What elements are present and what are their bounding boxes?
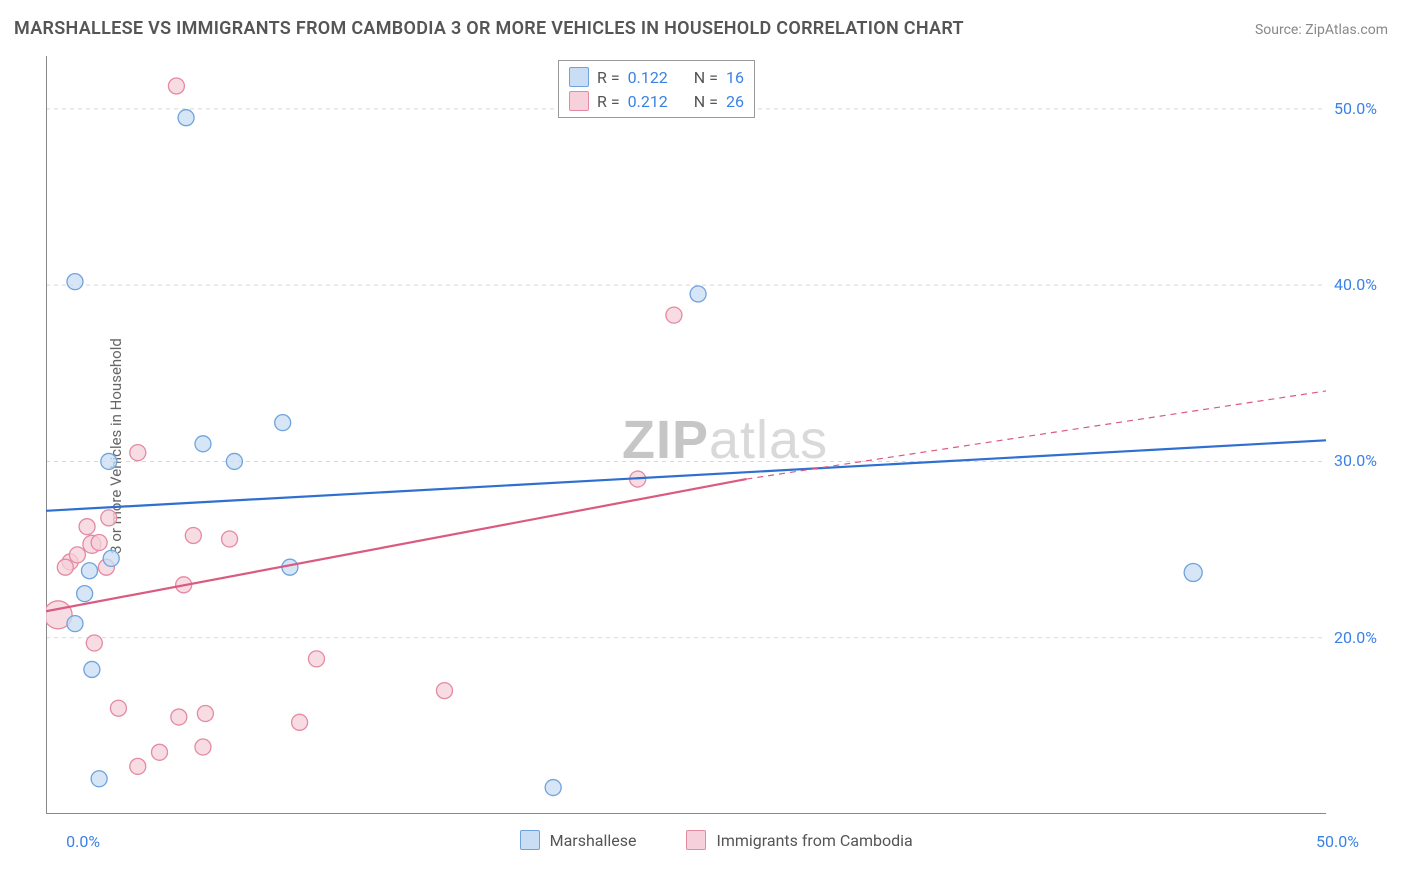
legend-row-a: R = 0.122 N = 16 xyxy=(569,65,744,89)
legend-label-a: Marshallese xyxy=(550,831,637,850)
x-tick-label: 50.0% xyxy=(1316,832,1386,851)
legend-label-b: Immigrants from Cambodia xyxy=(716,831,912,850)
n-label: N = xyxy=(694,92,718,111)
source-label: Source: ZipAtlas.com xyxy=(1255,22,1388,38)
r-label: R = xyxy=(597,92,620,111)
chart-title: MARSHALLESE VS IMMIGRANTS FROM CAMBODIA … xyxy=(14,18,964,39)
n-value-a: 16 xyxy=(726,68,744,87)
correlation-legend: R = 0.122 N = 16 R = 0.212 N = 26 xyxy=(558,60,755,118)
n-value-b: 26 xyxy=(726,92,744,111)
swatch-a xyxy=(520,830,540,850)
swatch-b xyxy=(686,830,706,850)
r-label: R = xyxy=(597,68,620,87)
scatter-chart xyxy=(46,56,1326,814)
y-tick-label: 30.0% xyxy=(1334,451,1377,470)
swatch-b xyxy=(569,91,589,111)
swatch-a xyxy=(569,67,589,87)
y-tick-label: 20.0% xyxy=(1334,628,1377,647)
y-tick-label: 50.0% xyxy=(1334,99,1377,118)
y-tick-label: 40.0% xyxy=(1334,275,1377,294)
legend-row-b: R = 0.212 N = 26 xyxy=(569,89,744,113)
r-value-b: 0.212 xyxy=(628,92,668,111)
x-tick-label: 0.0% xyxy=(66,832,100,851)
r-value-a: 0.122 xyxy=(628,68,668,87)
series-legend: Marshallese Immigrants from Cambodia xyxy=(520,830,913,850)
n-label: N = xyxy=(694,68,718,87)
